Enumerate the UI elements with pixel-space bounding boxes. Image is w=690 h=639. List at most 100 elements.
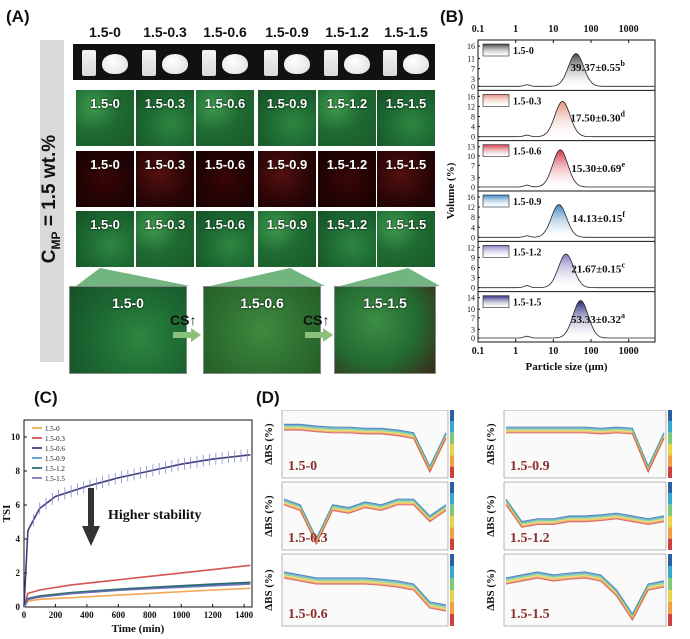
emulsion-photo bbox=[102, 54, 128, 74]
x-tick-label-top: 1000 bbox=[619, 24, 639, 35]
y-axis-label: ΔBS (%) bbox=[485, 569, 497, 611]
distribution-line bbox=[478, 253, 655, 289]
color-bar-segment bbox=[668, 482, 672, 494]
color-bar-segment bbox=[668, 538, 672, 550]
plot-frame bbox=[281, 481, 449, 551]
mean-size-label: 21.67±0.15c bbox=[571, 261, 625, 276]
panel-a-letter: (A) bbox=[6, 7, 30, 26]
clsm-image-label: 1.5-0.3 bbox=[144, 96, 186, 111]
y-tick-label: 0 bbox=[471, 284, 475, 293]
y-tick-label: 0 bbox=[471, 82, 475, 91]
y-tick-label: 8 bbox=[16, 466, 21, 476]
distribution-line bbox=[478, 53, 655, 87]
clsm-image: 1.5-0 bbox=[76, 90, 134, 146]
y-tick-label: 0 bbox=[471, 233, 475, 242]
x-tick-label: 1400 bbox=[235, 610, 254, 620]
x-tick-label: 10 bbox=[548, 346, 558, 357]
bs-plot: ΔBS (%) 1.5-1.5 bbox=[485, 553, 672, 627]
right-arrow-icon bbox=[173, 328, 201, 342]
y-tick-label: 0 bbox=[471, 133, 475, 142]
color-bar-segment bbox=[450, 602, 454, 614]
series-line bbox=[23, 583, 251, 608]
y-tick-label: 10 bbox=[11, 432, 21, 442]
zoom-connector-1 bbox=[76, 268, 190, 286]
plot-frame bbox=[281, 410, 449, 479]
y-axis-label: Volume (%) bbox=[445, 162, 457, 219]
color-bar-segment bbox=[450, 578, 454, 590]
zoom-connector-3 bbox=[340, 268, 440, 286]
x-tick-label: 0.1 bbox=[472, 346, 485, 357]
bs-curve bbox=[283, 571, 447, 606]
y-tick-label: 16 bbox=[467, 193, 475, 202]
bs-curve bbox=[505, 501, 665, 525]
clsm-image-label: 1.5-0.6 bbox=[204, 217, 246, 232]
legend-swatch bbox=[482, 245, 510, 258]
color-bar-segment bbox=[450, 590, 454, 602]
distribution-area bbox=[478, 204, 655, 238]
sample-label: 1.5-0 bbox=[288, 459, 317, 474]
y-tick-label: 12 bbox=[467, 243, 475, 252]
y-tick-label: 12 bbox=[467, 102, 475, 111]
legend-swatch bbox=[482, 295, 510, 308]
color-bar-segment bbox=[450, 466, 454, 478]
tsi-chart: 0 200 400 600 800 1000 1200 1400 0 2 4 6 8 10 Time (mi… bbox=[1, 419, 254, 635]
legend-swatch bbox=[482, 144, 510, 157]
clsm-image: 1.5-1.5 bbox=[377, 151, 435, 207]
vertical-label: CMP = 1.5 wt.% bbox=[39, 59, 65, 339]
y-tick-label: 4 bbox=[16, 534, 21, 544]
plot-frame bbox=[281, 553, 449, 627]
clsm-image-label: 1.5-0.9 bbox=[266, 96, 308, 111]
distribution-area bbox=[478, 149, 655, 187]
zoom-tile-1: 1.5-0 bbox=[69, 286, 187, 374]
legend-swatch bbox=[482, 194, 510, 208]
color-bar-segment bbox=[450, 493, 454, 505]
legend-label: 1.5-0.3 bbox=[513, 96, 541, 107]
significance-superscript: d bbox=[621, 110, 626, 119]
color-bar-segment bbox=[450, 432, 454, 444]
color-bar-segment bbox=[450, 614, 454, 626]
y-tick-label: 0 bbox=[471, 183, 475, 192]
column-label: 1.5-1.5 bbox=[384, 24, 428, 40]
distribution-line bbox=[478, 300, 655, 339]
clsm-image: 1.5-0 bbox=[76, 211, 134, 267]
y-tick-label: 3 bbox=[471, 274, 475, 283]
sample-label: 1.5-0.9 bbox=[510, 459, 550, 474]
bs-curve bbox=[505, 499, 665, 524]
clsm-image-label: 1.5-0.6 bbox=[204, 157, 246, 172]
bs-plot: ΔBS (%) 1.5-0 bbox=[263, 410, 454, 479]
x-tick-label: 1200 bbox=[204, 610, 223, 620]
bs-curve bbox=[284, 429, 447, 474]
clsm-image-label: 1.5-0.9 bbox=[266, 217, 308, 232]
clsm-image-label: 1.5-1.2 bbox=[326, 217, 368, 232]
x-tick-label: 800 bbox=[143, 610, 157, 620]
zoom-tile-label: 1.5-0 bbox=[112, 295, 144, 311]
clsm-image: 1.5-0.9 bbox=[258, 151, 316, 207]
legend-label: 1.5-0.6 bbox=[45, 445, 65, 453]
emulsion-photo bbox=[284, 54, 310, 74]
legend-label: 1.5-1.5 bbox=[45, 475, 65, 483]
y-tick-label: 4 bbox=[471, 123, 475, 132]
bs-curve bbox=[505, 503, 665, 527]
color-bar-segment bbox=[450, 516, 454, 528]
vertical-label-main: C bbox=[39, 249, 60, 264]
mean-size-label: 15.30±0.69e bbox=[571, 160, 625, 175]
clsm-image-label: 1.5-1.5 bbox=[385, 157, 427, 172]
x-tick-label: 400 bbox=[80, 610, 94, 620]
x-tick-label-top: 0.1 bbox=[472, 24, 485, 35]
vial-photo bbox=[82, 50, 96, 76]
y-tick-label: 4 bbox=[471, 223, 475, 232]
cs-arrow-label-1: CS↑ bbox=[170, 312, 197, 328]
vial-photo bbox=[324, 50, 338, 76]
bs-curve bbox=[283, 504, 447, 546]
color-bar-segment bbox=[668, 614, 672, 626]
y-tick-label: 10 bbox=[467, 152, 475, 161]
y-axis-label: TSI bbox=[1, 505, 13, 523]
legend-label: 1.5-1.2 bbox=[513, 247, 541, 258]
column-label: 1.5-0 bbox=[89, 24, 121, 40]
clsm-image-label: 1.5-0 bbox=[90, 217, 120, 232]
backscattering-plots: ΔBS (%) 1.5-0 ΔBS (%) 1.5-0.3 ΔBS (%) 1.5-0.6… bbox=[263, 410, 672, 627]
vial-photo bbox=[202, 50, 216, 76]
x-tick-label-top: 100 bbox=[584, 24, 599, 35]
vertical-label-tail: = 1.5 wt.% bbox=[39, 134, 60, 232]
